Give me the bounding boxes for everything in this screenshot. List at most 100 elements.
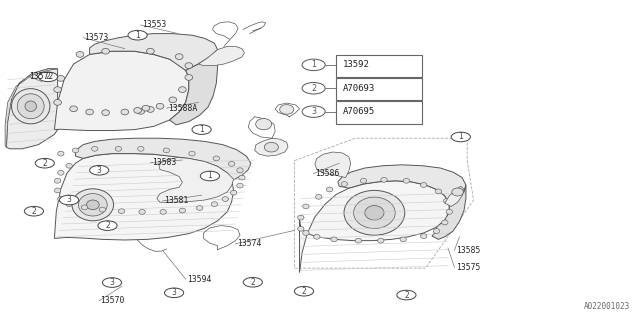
Polygon shape [54,51,189,131]
Circle shape [200,171,220,181]
Polygon shape [445,186,464,206]
Ellipse shape [72,148,79,153]
Ellipse shape [365,205,384,220]
Ellipse shape [139,209,145,214]
Circle shape [38,72,58,82]
Ellipse shape [175,54,183,60]
Ellipse shape [99,207,106,212]
Text: 2: 2 [301,287,307,296]
Text: 2: 2 [45,72,51,81]
Ellipse shape [156,103,164,109]
Text: 1: 1 [207,172,212,180]
Ellipse shape [230,190,237,195]
Ellipse shape [169,97,177,103]
Text: 13575: 13575 [456,263,480,272]
Ellipse shape [58,170,64,175]
Circle shape [60,195,79,205]
Ellipse shape [303,204,309,209]
Circle shape [128,30,147,40]
Ellipse shape [400,237,406,242]
Polygon shape [76,138,251,181]
Text: 3: 3 [97,166,102,175]
Ellipse shape [228,161,235,166]
Ellipse shape [420,234,427,239]
Ellipse shape [138,146,144,151]
Text: 2: 2 [311,84,316,93]
Text: A70695: A70695 [342,107,374,116]
Ellipse shape [355,238,362,243]
Text: 13581: 13581 [164,196,188,205]
Circle shape [35,158,54,168]
Text: 13592: 13592 [342,60,369,69]
Ellipse shape [25,101,36,111]
Text: 1: 1 [311,60,316,69]
Ellipse shape [344,190,404,235]
Ellipse shape [403,179,410,183]
Polygon shape [338,165,466,203]
Text: 13572: 13572 [29,72,54,81]
Text: 1: 1 [458,132,463,141]
Ellipse shape [76,52,84,57]
Text: 1: 1 [199,125,204,134]
Ellipse shape [341,181,348,186]
Ellipse shape [452,188,463,196]
Polygon shape [5,69,58,147]
Text: 2: 2 [31,207,36,216]
Ellipse shape [303,230,309,236]
Circle shape [302,83,325,94]
Ellipse shape [298,215,304,220]
Polygon shape [198,46,244,66]
Ellipse shape [211,202,218,207]
Ellipse shape [237,168,243,172]
Text: A70693: A70693 [342,84,374,93]
Ellipse shape [12,89,50,124]
Ellipse shape [72,189,114,221]
Ellipse shape [102,110,109,116]
Circle shape [98,221,117,230]
Ellipse shape [185,75,193,80]
Polygon shape [315,152,351,178]
Text: 13594: 13594 [187,275,211,284]
Ellipse shape [54,179,61,183]
Text: 2: 2 [42,159,47,168]
Ellipse shape [86,200,99,210]
Circle shape [192,125,211,134]
Ellipse shape [381,177,387,182]
Text: 3: 3 [172,288,177,297]
Circle shape [294,286,314,296]
Circle shape [397,290,416,300]
Polygon shape [54,154,234,240]
FancyBboxPatch shape [336,55,422,77]
Polygon shape [432,185,466,239]
Text: 3: 3 [311,107,316,116]
Ellipse shape [353,197,396,228]
Text: 13570: 13570 [100,296,125,305]
Circle shape [302,59,325,71]
Text: 2: 2 [105,221,110,230]
Circle shape [102,278,122,287]
Ellipse shape [185,63,193,68]
Text: 13583: 13583 [152,158,176,167]
Polygon shape [300,181,449,273]
Circle shape [451,132,470,142]
Polygon shape [157,157,234,202]
Polygon shape [90,34,218,70]
Polygon shape [170,50,218,125]
Polygon shape [255,138,288,156]
Ellipse shape [189,151,195,156]
Circle shape [243,277,262,287]
Ellipse shape [70,106,77,112]
Ellipse shape [115,146,122,151]
Text: 2: 2 [250,278,255,287]
FancyBboxPatch shape [336,78,422,100]
Ellipse shape [435,189,442,194]
FancyBboxPatch shape [336,101,422,124]
Ellipse shape [121,109,129,115]
Ellipse shape [179,208,186,213]
Ellipse shape [298,227,304,231]
Ellipse shape [137,108,145,114]
Ellipse shape [58,196,64,202]
Ellipse shape [256,118,272,130]
Circle shape [24,206,44,216]
Ellipse shape [179,87,186,92]
